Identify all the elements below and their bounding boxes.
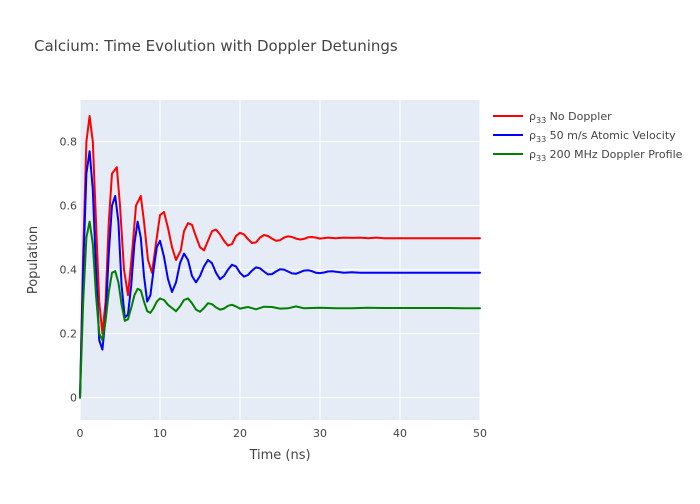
series-line-1 (79, 115, 481, 399)
legend-item-2[interactable]: ρ33 50 m/s Atomic Velocity (493, 129, 676, 144)
y-tick-label: 0.6 (60, 200, 78, 213)
x-tick-label: 10 (153, 427, 167, 440)
x-tick-label: 40 (393, 427, 407, 440)
legend-item-3[interactable]: ρ33 200 MHz Doppler Profile (493, 148, 683, 163)
plot-area (80, 100, 480, 420)
x-axis-title: Time (ns) (248, 448, 310, 463)
series-lines (79, 115, 481, 399)
x-tick-label: 30 (313, 427, 327, 440)
legend-item-1[interactable]: ρ33 No Doppler (493, 110, 612, 125)
y-tick-label: 0.2 (60, 328, 78, 341)
legend-label: ρ33 200 MHz Doppler Profile (529, 148, 683, 163)
grid (79, 100, 481, 420)
y-tick-label: 0 (70, 392, 77, 405)
x-tick-label: 20 (233, 427, 247, 440)
legend-label: ρ33 50 m/s Atomic Velocity (529, 129, 676, 144)
series-line-3 (79, 220, 481, 399)
axis-ticks: 0 10 20 30 40 50 0 0.2 0.4 0.6 0.8 (60, 136, 488, 440)
x-tick-label: 50 (473, 427, 487, 440)
legend[interactable]: ρ33 No Doppler ρ33 50 m/s Atomic Velocity… (493, 110, 683, 163)
y-tick-label: 0.4 (60, 264, 78, 277)
legend-label: ρ33 No Doppler (529, 110, 612, 125)
series-line-2 (79, 150, 481, 399)
x-tick-label: 0 (77, 427, 84, 440)
chart-title: Calcium: Time Evolution with Doppler Det… (34, 37, 398, 55)
y-axis-title: Population (26, 226, 41, 294)
y-tick-label: 0.8 (60, 136, 78, 149)
